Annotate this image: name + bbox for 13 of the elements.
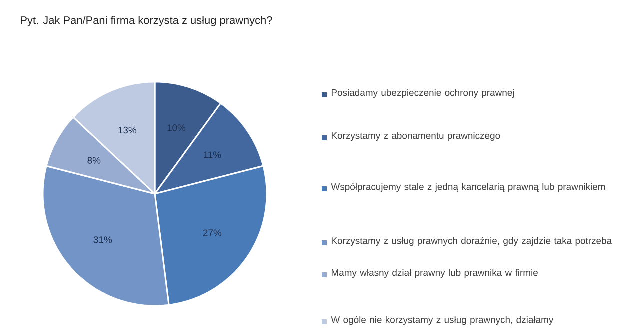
data-label: 13% [118, 126, 137, 134]
chart-title: Pyt. Jak Pan/Pani firma korzysta z usług prawnych? [21, 16, 272, 26]
data-label: 10% [168, 124, 186, 132]
legend-label: W ogóle nie korzystamy z usług prawnych, działamy [331, 316, 554, 326]
legend-label: Współpracujemy stale z jedną kancelarią prawną lub prawnikiem [331, 183, 606, 192]
data-label: 8% [88, 157, 101, 164]
data-label: 11% [204, 152, 222, 158]
legend-label: Korzystamy z usług prawnych doraźnie, gdy zajdzie taka potrzeba [332, 237, 612, 246]
legend-label: Mamy własny dział prawny lub prawnika w firmie [332, 269, 538, 278]
data-label: 31% [94, 236, 112, 244]
legend-label: Korzystamy z abonamentu prawniczego [332, 132, 500, 142]
data-label: 27% [203, 230, 222, 236]
legend-label: Posiadamy ubezpieczenie ochrony prawnej [332, 89, 514, 98]
